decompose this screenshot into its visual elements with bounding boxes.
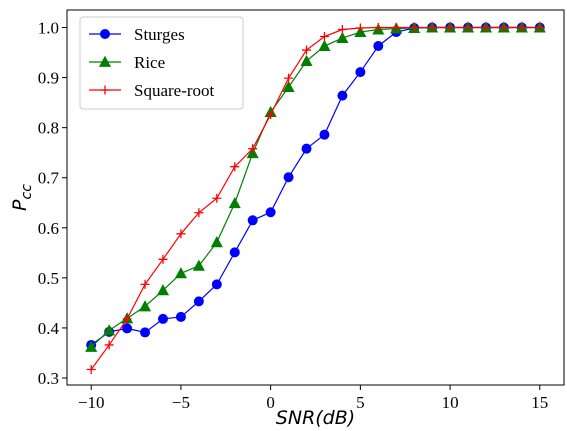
- legend-item: Square-root: [89, 81, 215, 100]
- data-point: [156, 284, 170, 296]
- legend-box: [79, 16, 244, 110]
- x-tick-label: 15: [531, 393, 548, 412]
- data-point: [193, 296, 204, 307]
- data-point: [463, 23, 473, 33]
- data-point: [445, 23, 455, 33]
- x-tick-label: 5: [356, 393, 365, 412]
- y-tick-label: 0.6: [38, 219, 59, 238]
- data-point: [140, 327, 151, 338]
- data-point: [535, 23, 545, 33]
- data-point: [319, 32, 329, 42]
- data-point: [248, 144, 258, 154]
- data-point: [211, 279, 222, 290]
- data-point: [194, 208, 204, 218]
- data-point: [139, 300, 152, 312]
- data-point: [157, 313, 168, 324]
- y-axis-ticks: 0.3 0.4 0.5 0.6 0.7 0.8 0.9 1.0: [38, 19, 67, 388]
- data-point: [230, 162, 240, 172]
- data-point: [409, 23, 419, 33]
- legend-label: Square-root: [134, 81, 215, 100]
- legend-label: Rice: [134, 53, 165, 72]
- data-point: [192, 259, 205, 271]
- data-point: [499, 23, 509, 33]
- data-point: [337, 90, 348, 101]
- data-point: [373, 41, 384, 52]
- data-point: [283, 172, 294, 183]
- data-point: [210, 236, 223, 248]
- legend-marker: [98, 55, 112, 67]
- data-point: [158, 254, 168, 264]
- legend-marker: [100, 29, 110, 39]
- y-axis-title-main: P: [9, 199, 31, 211]
- data-point: [319, 129, 330, 140]
- y-tick-label: 0.7: [38, 169, 60, 188]
- x-axis-title: SNR(dB): [276, 407, 355, 429]
- data-point: [336, 31, 349, 43]
- data-point: [355, 67, 366, 78]
- y-tick-label: 0.5: [38, 269, 59, 288]
- x-axis-ticks: −10 −5 0 5 10 15: [78, 385, 548, 412]
- data-point: [86, 364, 96, 374]
- y-tick-label: 0.4: [38, 319, 60, 338]
- data-point: [229, 247, 240, 258]
- data-point: [104, 340, 114, 350]
- y-axis-title-subscript: cc: [19, 184, 35, 200]
- data-point: [247, 215, 258, 226]
- data-point: [174, 267, 187, 279]
- y-tick-label: 0.9: [38, 69, 59, 88]
- data-point: [302, 45, 312, 55]
- y-tick-label: 0.8: [38, 119, 59, 138]
- data-point: [427, 23, 437, 33]
- data-point: [122, 314, 132, 324]
- legend-label: Sturges: [134, 25, 185, 44]
- legend-item: Sturges: [89, 25, 185, 44]
- legend-item: Rice: [89, 53, 165, 72]
- data-point: [355, 23, 365, 33]
- legend-marker: [100, 85, 110, 95]
- data-point: [517, 23, 527, 33]
- x-tick-label: 10: [442, 393, 459, 412]
- data-point: [300, 54, 313, 66]
- data-point: [318, 39, 331, 51]
- data-point: [176, 229, 186, 239]
- data-point: [140, 279, 150, 289]
- plot-area: [85, 21, 546, 374]
- data-point: [301, 143, 312, 154]
- series-square-root: [86, 23, 545, 374]
- data-point: [481, 23, 491, 33]
- x-tick-label: −10: [78, 393, 105, 412]
- data-point: [103, 324, 116, 336]
- data-point: [228, 197, 241, 209]
- y-axis-title: Pcc: [9, 184, 35, 211]
- data-point: [282, 80, 295, 93]
- data-point: [266, 110, 276, 120]
- x-tick-label: 0: [266, 393, 275, 412]
- data-point: [175, 311, 186, 322]
- data-point: [265, 207, 276, 218]
- data-point: [373, 23, 383, 33]
- data-point: [85, 340, 98, 352]
- axes-frame: [66, 9, 565, 386]
- x-tick-label: −5: [172, 393, 190, 412]
- data-point: [337, 25, 347, 35]
- y-tick-label: 1.0: [38, 19, 59, 38]
- data-point: [212, 193, 222, 203]
- data-point: [391, 23, 401, 33]
- y-tick-label: 0.3: [38, 369, 59, 388]
- legend: Sturges Rice Square-root: [79, 16, 244, 110]
- data-point: [122, 323, 133, 334]
- data-point: [284, 73, 294, 83]
